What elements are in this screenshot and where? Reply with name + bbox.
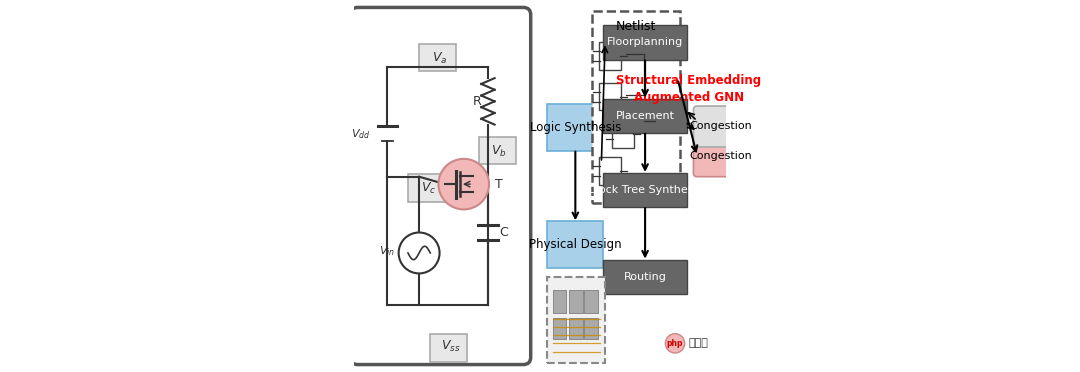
FancyBboxPatch shape	[604, 260, 687, 294]
FancyBboxPatch shape	[569, 290, 583, 313]
FancyBboxPatch shape	[584, 318, 598, 339]
Text: R: R	[472, 95, 481, 108]
FancyBboxPatch shape	[553, 318, 566, 339]
FancyBboxPatch shape	[408, 174, 445, 202]
Text: $V_{ss}$: $V_{ss}$	[441, 339, 460, 354]
Text: 中文网: 中文网	[689, 339, 708, 348]
Text: $V_{dd}$: $V_{dd}$	[351, 127, 370, 141]
FancyBboxPatch shape	[604, 99, 687, 133]
Text: Logic Synthesis: Logic Synthesis	[529, 121, 621, 134]
Text: $V_c$: $V_c$	[421, 181, 436, 196]
Text: Structural Embedding
Augmented GNN: Structural Embedding Augmented GNN	[617, 74, 761, 104]
Circle shape	[399, 232, 440, 273]
FancyBboxPatch shape	[478, 137, 516, 164]
FancyBboxPatch shape	[584, 290, 598, 313]
FancyBboxPatch shape	[693, 106, 747, 147]
FancyBboxPatch shape	[598, 42, 621, 70]
FancyBboxPatch shape	[430, 334, 468, 362]
Text: T: T	[496, 178, 503, 190]
Text: Clock Tree Synthesis: Clock Tree Synthesis	[588, 185, 702, 195]
Text: Congestion: Congestion	[689, 151, 752, 161]
FancyBboxPatch shape	[548, 221, 604, 268]
Text: $V_b$: $V_b$	[491, 144, 507, 159]
Text: Congestion: Congestion	[689, 122, 752, 131]
Circle shape	[665, 334, 685, 353]
Text: Netlist: Netlist	[616, 20, 656, 32]
FancyBboxPatch shape	[548, 104, 604, 151]
Text: $V_{in}$: $V_{in}$	[379, 244, 395, 258]
FancyBboxPatch shape	[598, 157, 621, 185]
FancyBboxPatch shape	[598, 83, 621, 110]
Text: Physical Design: Physical Design	[529, 238, 622, 251]
Text: Routing: Routing	[623, 272, 666, 282]
Text: Placement: Placement	[616, 111, 675, 121]
FancyBboxPatch shape	[548, 277, 605, 363]
Text: php: php	[666, 339, 684, 348]
FancyBboxPatch shape	[604, 173, 687, 207]
FancyBboxPatch shape	[604, 25, 687, 60]
FancyBboxPatch shape	[553, 290, 566, 313]
FancyBboxPatch shape	[569, 318, 583, 339]
Text: C: C	[499, 226, 508, 239]
FancyBboxPatch shape	[592, 11, 679, 203]
FancyBboxPatch shape	[419, 44, 457, 71]
Circle shape	[438, 159, 489, 209]
FancyBboxPatch shape	[350, 7, 530, 365]
Text: Floorplanning: Floorplanning	[607, 38, 684, 47]
FancyBboxPatch shape	[693, 136, 747, 177]
FancyBboxPatch shape	[611, 120, 634, 148]
Text: $V_a$: $V_a$	[432, 51, 447, 66]
